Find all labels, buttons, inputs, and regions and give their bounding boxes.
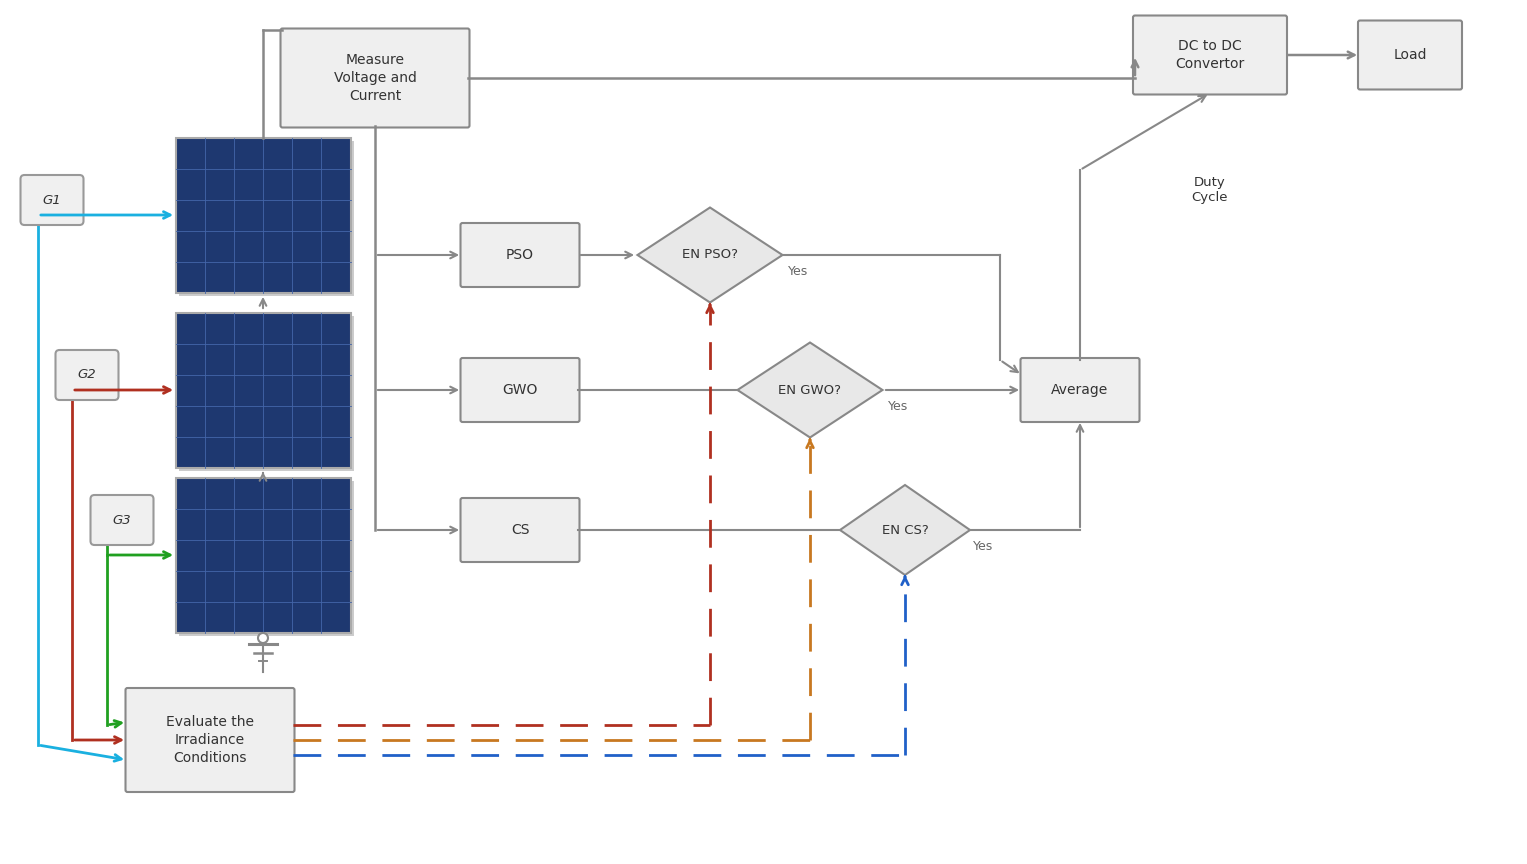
Text: GWO: GWO <box>502 383 538 397</box>
Text: Average: Average <box>1052 383 1109 397</box>
FancyBboxPatch shape <box>179 141 353 295</box>
Text: Yes: Yes <box>973 540 993 553</box>
Text: Measure
Voltage and
Current: Measure Voltage and Current <box>333 53 417 104</box>
FancyBboxPatch shape <box>1358 21 1461 90</box>
FancyBboxPatch shape <box>176 313 351 467</box>
Circle shape <box>258 633 269 643</box>
FancyBboxPatch shape <box>461 223 580 287</box>
FancyBboxPatch shape <box>1020 358 1139 422</box>
FancyBboxPatch shape <box>90 495 154 545</box>
Text: Yes: Yes <box>889 400 909 413</box>
Polygon shape <box>840 485 970 575</box>
FancyBboxPatch shape <box>179 315 353 471</box>
FancyBboxPatch shape <box>125 688 295 792</box>
FancyBboxPatch shape <box>461 358 580 422</box>
Text: Evaluate the
Irradiance
Conditions: Evaluate the Irradiance Conditions <box>166 715 253 766</box>
Polygon shape <box>738 342 883 437</box>
Text: CS: CS <box>510 523 530 537</box>
FancyBboxPatch shape <box>176 137 351 293</box>
Text: G3: G3 <box>113 513 131 526</box>
Text: Duty
Cycle: Duty Cycle <box>1191 176 1228 204</box>
FancyBboxPatch shape <box>179 480 353 636</box>
Text: DC to DC
Convertor: DC to DC Convertor <box>1176 39 1245 71</box>
FancyBboxPatch shape <box>20 175 84 225</box>
Text: G2: G2 <box>78 369 96 382</box>
Text: G1: G1 <box>43 194 61 206</box>
Polygon shape <box>637 207 782 302</box>
FancyBboxPatch shape <box>176 478 351 632</box>
Text: EN CS?: EN CS? <box>881 524 928 537</box>
Text: Load: Load <box>1393 48 1426 62</box>
FancyBboxPatch shape <box>55 350 119 400</box>
FancyBboxPatch shape <box>281 29 469 128</box>
FancyBboxPatch shape <box>1133 16 1287 94</box>
Text: EN PSO?: EN PSO? <box>683 249 738 262</box>
Text: Yes: Yes <box>788 265 808 278</box>
Text: PSO: PSO <box>505 248 534 262</box>
Text: EN GWO?: EN GWO? <box>779 384 841 397</box>
FancyBboxPatch shape <box>461 498 580 562</box>
